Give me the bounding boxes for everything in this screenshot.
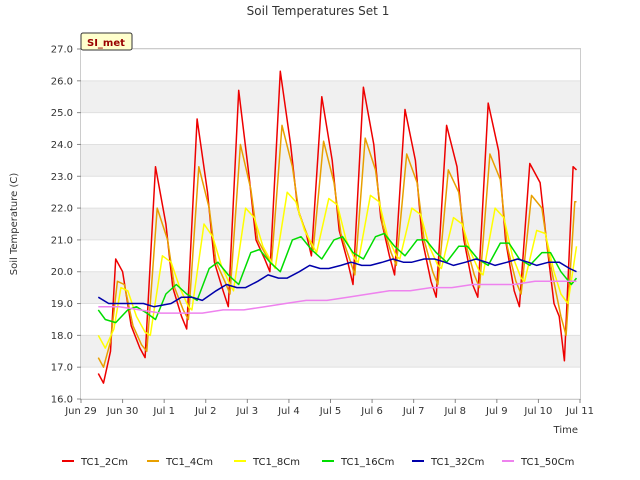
plot-band [81,112,580,145]
legend-item-tc1-32cm: TC1_32Cm [412,457,484,468]
x-tick-label: Jun 30 [106,406,139,417]
y-tick-label: 24.0 [51,140,73,151]
x-tick-label: Jul 4 [277,406,300,417]
y-tick-label: 27.0 [51,45,73,56]
x-tick-label: Jul 7 [402,406,425,417]
series-line-tc1-50cm [98,280,577,314]
y-tick-label: 25.0 [51,108,73,119]
x-tick-label: Jul 10 [523,406,552,417]
x-tick-label: Jul 6 [360,406,383,417]
plot-band [81,176,580,209]
series-line-tc1-32cm [97,258,577,308]
legend-item-tc1-50cm: TC1_50Cm [502,457,574,468]
legend-item-tc1-2cm: TC1_2Cm [62,457,128,468]
plot-band [81,303,580,336]
x-axis-ticks: Jun 29 Jun 30 Jul 1 Jul 2 Jul 3 Jul 4 Jul 5 Jul… [64,399,594,417]
x-tick-label: Jul 11 [565,406,594,417]
chart-title: Soil Temperatures Set 1 [247,4,390,18]
legend: TC1_2Cm TC1_4Cm TC1_8Cm TC1_16Cm TC1_32Cm TC1… [62,457,574,468]
y-tick-label: 26.0 [51,76,73,87]
y-tick-label: 22.0 [51,204,73,215]
x-tick-label: Jul 5 [319,406,342,417]
x-tick-label: Jun 29 [64,406,97,417]
series-lines [97,70,578,384]
legend-label: TC1_2Cm [80,457,128,468]
plot-band [81,80,580,113]
x-tick-label: Jul 3 [236,406,259,417]
y-tick-label: 17.0 [51,363,73,374]
y-axis-ticks: 16.0 17.0 18.0 19.0 20.0 21.0 22.0 23.0 24.0 25.0… [51,45,81,406]
x-tick-label: Jul 2 [194,406,217,417]
y-tick-label: 20.0 [51,267,73,278]
plot-band [81,49,580,81]
x-tick-label: Jul 9 [485,406,508,417]
legend-label: TC1_32Cm [430,457,484,468]
y-tick-label: 19.0 [51,299,73,310]
x-axis-title: Time [553,425,578,436]
series-line-tc1-4cm [97,124,577,368]
site-badge: SI_met [80,32,133,51]
x-tick-label: Jul 8 [443,406,466,417]
legend-label: TC1_4Cm [165,457,213,468]
legend-item-tc1-4cm: TC1_4Cm [147,457,213,468]
series-line-tc1-16cm [97,232,578,324]
y-tick-label: 23.0 [51,172,73,183]
legend-label: TC1_16Cm [340,457,394,468]
site-badge-label: SI_met [87,38,125,49]
series-line-tc1-8cm [97,191,578,349]
plot-band [81,367,580,399]
y-tick-label: 18.0 [51,331,73,342]
y-axis-title: Soil Temperature (C) [9,173,20,276]
legend-label: TC1_50Cm [520,457,574,468]
x-tick-label: Jul 1 [152,406,175,417]
legend-label: TC1_8Cm [252,457,300,468]
y-tick-label: 16.0 [51,395,73,406]
y-tick-label: 21.0 [51,235,73,246]
plot-band [81,335,580,368]
legend-item-tc1-16cm: TC1_16Cm [322,457,394,468]
legend-item-tc1-8cm: TC1_8Cm [234,457,300,468]
